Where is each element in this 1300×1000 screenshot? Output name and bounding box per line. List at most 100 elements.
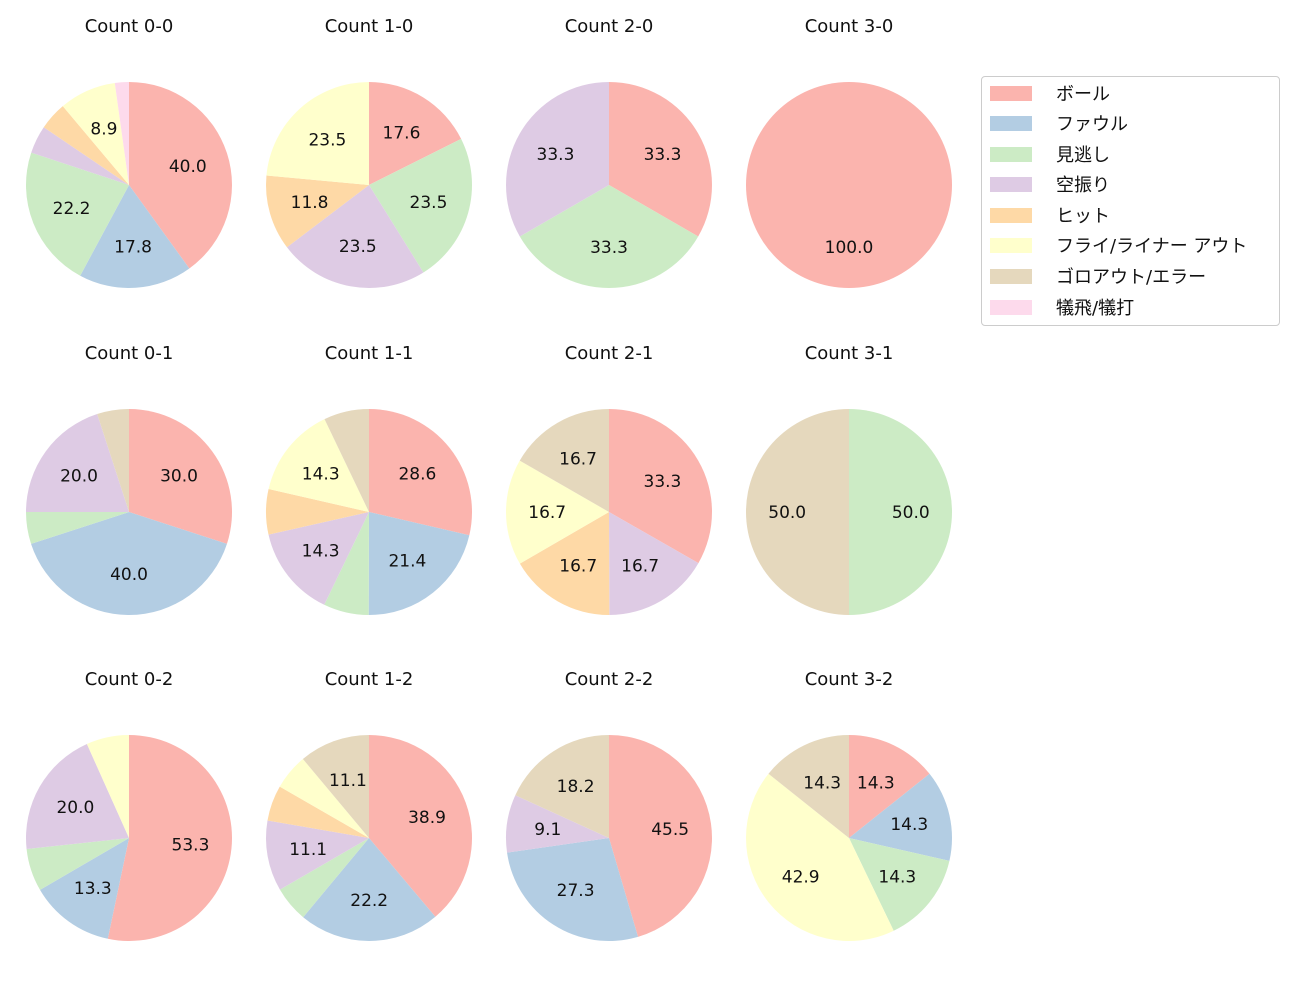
pie-svg: 17.6 23.5 23.5 11.8 23.5 [266,82,472,288]
legend-label: ボール [1056,84,1110,105]
pie-slice [506,460,609,564]
slice-label: 40.0 [169,157,207,177]
pie-slice [266,820,369,890]
pie-slice [26,414,129,512]
pie-title: Count 0-2 [84,669,174,690]
pie-title: Count 0-0 [84,16,174,37]
pie-chart: Count 3-1 50.0 50.0 [729,0,969,615]
slice-label: 11.1 [329,771,367,791]
pie-slice [26,512,129,544]
pie-slice [849,409,952,615]
pie-slice [266,489,369,535]
slice-label: 11.1 [289,840,327,860]
legend-swatch [990,146,1032,162]
pie-svg: 28.6 21.4 14.3 14.3 [266,409,472,615]
pie-title: Count 1-2 [324,669,414,690]
slice-label: 16.7 [621,556,659,576]
pie-slice [768,735,849,838]
slice-label: 38.9 [408,808,446,828]
slice-label: 100.0 [825,238,874,258]
slice-label: 20.0 [60,467,98,487]
pie-slice [279,838,369,918]
pie-slice [506,795,609,853]
pie-slice [506,82,609,237]
pie-slice [746,409,849,615]
pie-slice [268,419,369,512]
pie-slice [609,409,712,564]
pie-slice [515,735,609,838]
pie-slice [519,409,609,512]
pie-slice [368,512,470,615]
legend-label: フライ/ライナー アウト [1056,236,1248,257]
pie-svg: 30.0 40.0 20.0 [26,409,232,615]
slice-label: 50.0 [768,503,806,523]
pie-slice [267,786,369,838]
pie-slice [129,409,232,544]
pie-slice [266,82,369,185]
pie-slice [97,409,129,512]
pie-slice [849,773,952,861]
legend-item-sacrifice: 犠飛/犠打 [990,295,1134,319]
slice-label: 42.9 [782,868,820,888]
legend-item-called-strike: 見逃し [990,142,1110,166]
slice-label: 14.3 [878,868,916,888]
pie-chart: Count 1-2 38.9 22.2 11.1 11.1 [249,0,489,941]
pie-slice [31,127,129,185]
pie-slice [302,735,369,838]
slice-label: 14.3 [803,773,841,793]
pie-slice [43,106,129,185]
pie-title: Count 2-0 [564,16,654,37]
slice-label: 23.5 [339,237,377,257]
slice-label: 22.2 [350,891,388,911]
pie-slice [62,82,129,185]
pie-slice [507,838,639,941]
pie-slice [268,512,369,605]
pie-slice [609,512,699,615]
pie-svg: 100.0 [746,82,952,288]
pie-slice [114,82,129,185]
pie-slice [369,82,462,185]
legend-swatch [990,268,1032,284]
slice-label: 21.4 [388,551,426,571]
legend-item-swinging-strike: 空振り [990,172,1110,196]
pie-title: Count 2-1 [564,343,654,364]
pie-slice [609,735,712,937]
pie-slice [369,409,472,536]
pie-title: Count 0-1 [84,343,174,364]
pie-slice [107,735,233,942]
slice-label: 28.6 [398,465,436,485]
pie-chart: Count 3-0 100.0 [729,0,969,320]
slice-label: 50.0 [892,503,930,523]
pie-chart: Count 2-2 45.5 27.3 9.1 18.2 [489,0,729,941]
pie-chart: Count 3-2 14.3 14.3 14.3 42.9 14.3 [729,0,969,941]
pie-slice [369,735,473,917]
slice-label: 33.3 [537,145,575,165]
slice-label: 14.3 [857,773,895,793]
pie-slice [746,82,952,288]
slice-label: 16.7 [528,503,566,523]
legend-swatch [990,237,1032,253]
pie-slice [129,82,232,269]
legend-label: 犠飛/犠打 [1056,298,1135,319]
pie-slice [26,838,129,890]
pie-slice [40,838,130,939]
pie-title: Count 3-0 [804,16,894,37]
legend-item-foul: ファウル [990,111,1128,135]
pie-title: Count 3-2 [804,669,894,690]
pie-svg: 33.3 16.7 16.7 16.7 16.7 [506,409,712,615]
pie-title: Count 1-1 [324,343,414,364]
legend-item-ground-out-error: ゴロアウト/エラー [990,264,1206,288]
slice-label: 13.3 [74,879,112,899]
legend-swatch [990,115,1032,131]
legend-swatch [990,207,1032,223]
pie-slice [266,175,369,248]
pie-svg: 38.9 22.2 11.1 11.1 [266,735,473,941]
slice-label: 53.3 [172,835,210,855]
legend-item-fly-liner-out: フライ/ライナー アウト [990,233,1247,257]
pie-svg: 53.3 13.3 20.0 [26,735,233,942]
slice-label: 14.3 [890,815,928,835]
legend-swatch [990,299,1032,315]
legend-swatch [990,176,1032,192]
pie-slice [849,838,950,931]
pie-title: Count 3-1 [804,343,894,364]
